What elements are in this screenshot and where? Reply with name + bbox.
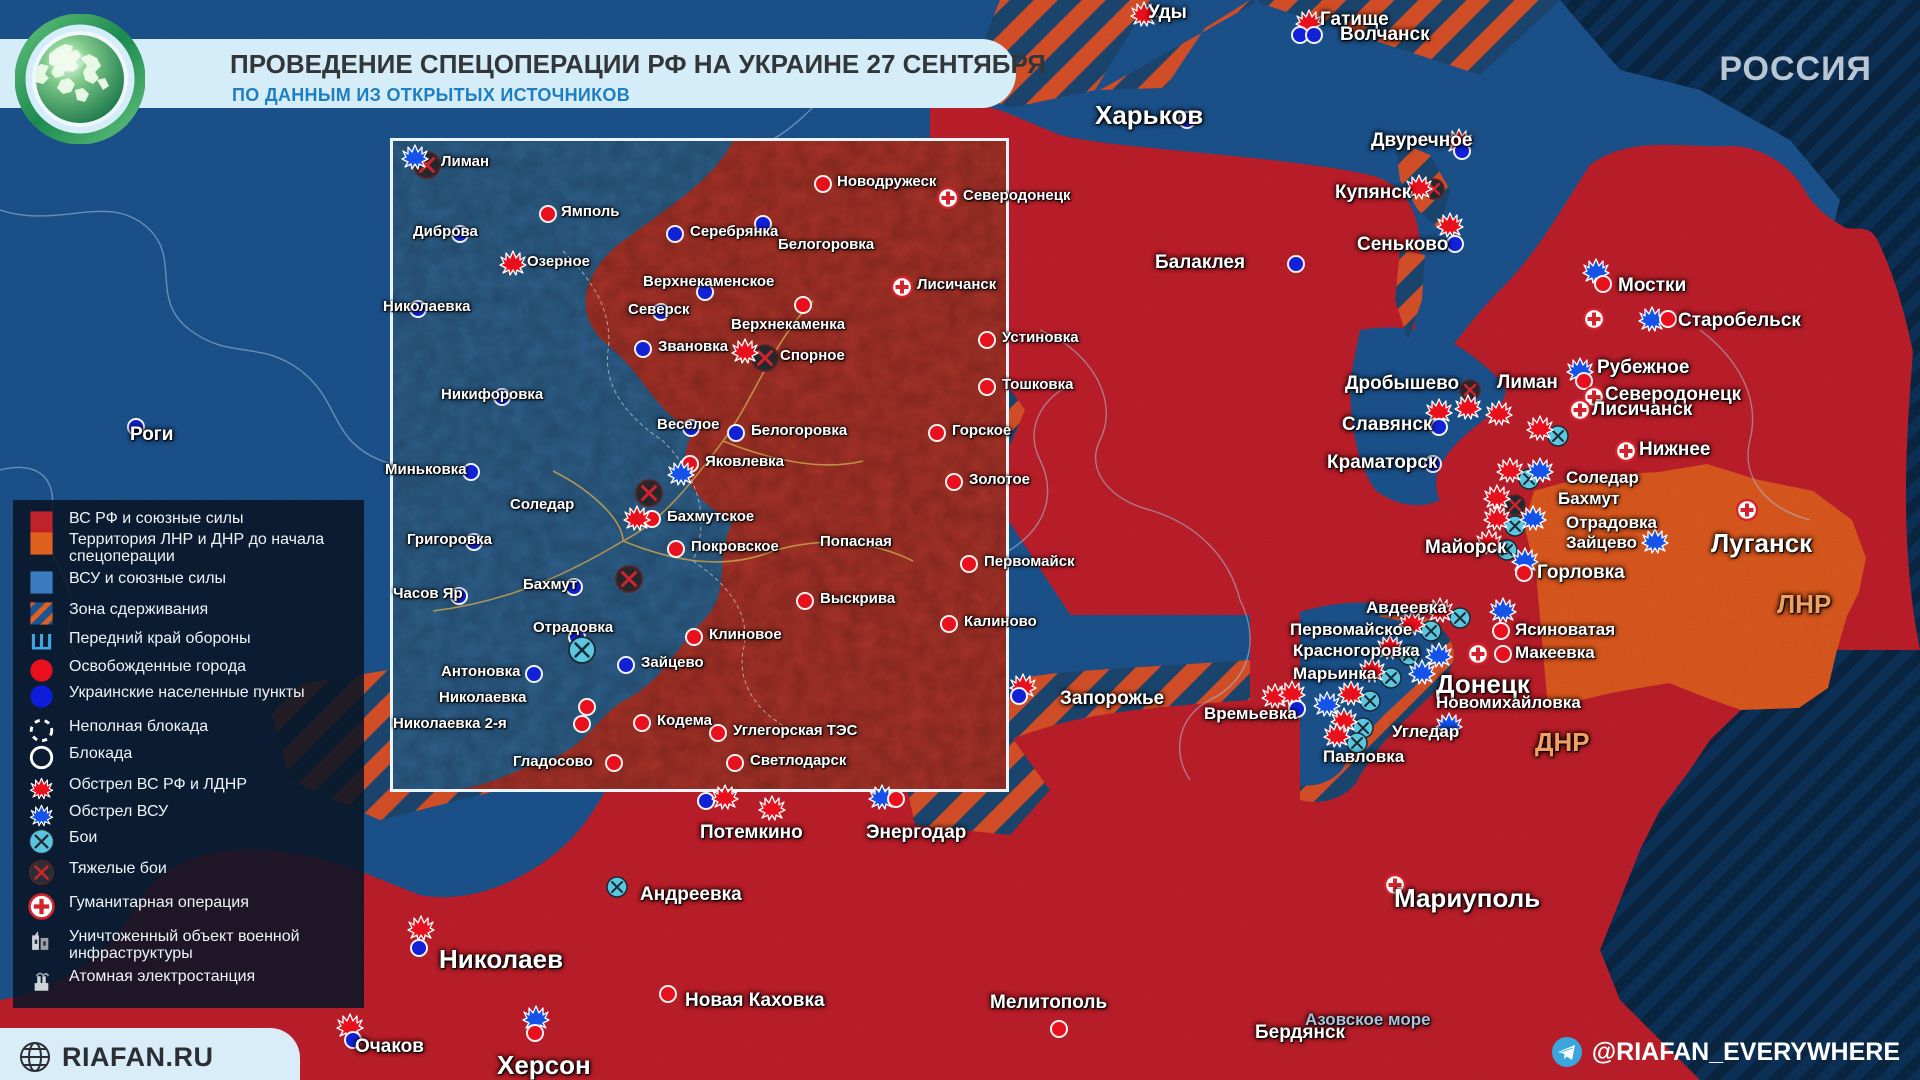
svg-text:Ш: Ш [30, 629, 52, 654]
